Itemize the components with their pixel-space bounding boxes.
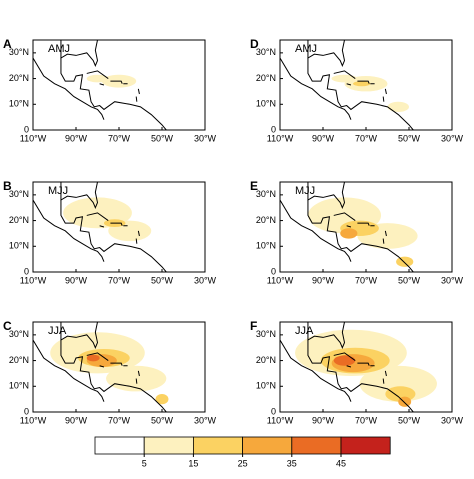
colorbar-tick-label: 35 — [287, 458, 297, 468]
panel-letter: C — [3, 319, 12, 333]
colorbar: 5 15 25 35 45 — [94, 436, 391, 468]
lat-label: 0 — [271, 266, 276, 276]
lon-label: 50°W — [151, 415, 174, 425]
map — [280, 40, 415, 130]
lon-label: 110°W — [267, 415, 294, 425]
lat-label: 20°N — [9, 355, 29, 365]
shading — [353, 81, 371, 87]
season-label: MJJ — [48, 185, 68, 197]
colorbar-tick-label: 5 — [142, 458, 147, 468]
lat-label: 10°N — [256, 99, 276, 109]
season-label: AMJ — [48, 43, 70, 55]
colorbar-bin — [143, 436, 194, 455]
lon-label: 110°W — [20, 275, 47, 285]
lat-label: 20°N — [9, 215, 29, 225]
lon-label: 70°W — [355, 133, 378, 143]
lat-label: 20°N — [9, 73, 29, 83]
lat-label: 0 — [24, 406, 29, 416]
shading — [333, 355, 356, 366]
colorbar-tick-label: 25 — [238, 458, 248, 468]
colorbar-bin — [242, 436, 293, 455]
lon-label: 50°W — [398, 275, 421, 285]
lon-label: 30°W — [441, 275, 464, 285]
lon-label: 110°W — [20, 133, 47, 143]
season-label: MJJ — [295, 185, 315, 197]
panel-letter: E — [250, 179, 258, 193]
panel-letter: F — [250, 319, 257, 333]
lon-label: 70°W — [355, 415, 378, 425]
lon-label: 30°W — [441, 133, 464, 143]
lat-label: 0 — [271, 406, 276, 416]
map — [280, 322, 437, 412]
lat-label: 10°N — [9, 99, 29, 109]
lon-label: 90°W — [65, 133, 88, 143]
shading — [359, 365, 437, 402]
panel-letter: D — [250, 37, 259, 51]
lon-label: 90°W — [312, 275, 335, 285]
lat-label: 20°N — [256, 355, 276, 365]
lat-label: 0 — [24, 124, 29, 134]
map — [280, 182, 418, 272]
lon-label: 70°W — [108, 275, 131, 285]
lat-label: 10°N — [256, 381, 276, 391]
lat-label: 30°N — [9, 189, 29, 199]
shading — [86, 354, 100, 362]
shading — [86, 74, 109, 83]
lon-label: 70°W — [355, 275, 378, 285]
lon-label: 30°W — [194, 275, 217, 285]
lat-label: 0 — [271, 124, 276, 134]
lon-label: 110°W — [267, 133, 294, 143]
lon-label: 110°W — [267, 275, 294, 285]
lat-label: 30°N — [9, 47, 29, 57]
lat-label: 30°N — [256, 329, 276, 339]
lat-label: 0 — [24, 266, 29, 276]
lon-label: 30°W — [441, 415, 464, 425]
lat-label: 30°N — [256, 189, 276, 199]
lat-label: 10°N — [9, 241, 29, 251]
colorbar-bin — [291, 436, 342, 455]
panel-letter: B — [3, 179, 12, 193]
panel-letter: A — [3, 37, 12, 51]
lat-label: 10°N — [256, 241, 276, 251]
lon-label: 50°W — [151, 275, 174, 285]
shading — [331, 74, 358, 83]
lon-label: 110°W — [20, 415, 47, 425]
shading — [396, 256, 414, 267]
lon-label: 90°W — [65, 415, 88, 425]
map — [33, 182, 168, 272]
lon-label: 30°W — [194, 133, 217, 143]
lon-label: 50°W — [151, 133, 174, 143]
shading — [155, 394, 169, 405]
season-label: JJA — [295, 325, 314, 337]
colorbar-bin — [192, 436, 243, 455]
lat-label: 10°N — [9, 381, 29, 391]
shading — [387, 101, 409, 112]
lon-label: 70°W — [108, 133, 131, 143]
lat-label: 30°N — [9, 329, 29, 339]
colorbar-bin — [94, 436, 145, 455]
colorbar-tick-label: 45 — [336, 458, 346, 468]
shading — [340, 228, 358, 239]
map — [33, 40, 168, 130]
map-panels: A AMJ 0 10°N 20°N 30°N 110°W 90°W 70°W 50°W 30°W D A… — [3, 37, 464, 425]
map — [33, 322, 169, 412]
colorbar-bin — [340, 436, 391, 455]
colorbar-tick-label: 15 — [188, 458, 198, 468]
lon-label: 30°W — [194, 415, 217, 425]
lon-label: 50°W — [398, 133, 421, 143]
lat-label: 20°N — [256, 215, 276, 225]
lon-label: 90°W — [312, 133, 335, 143]
lat-label: 20°N — [256, 73, 276, 83]
lon-label: 90°W — [312, 415, 335, 425]
season-label: AMJ — [295, 43, 317, 55]
lon-label: 70°W — [108, 415, 131, 425]
lon-label: 90°W — [65, 275, 88, 285]
lon-label: 50°W — [398, 415, 421, 425]
lat-label: 30°N — [256, 47, 276, 57]
season-label: JJA — [48, 325, 67, 337]
